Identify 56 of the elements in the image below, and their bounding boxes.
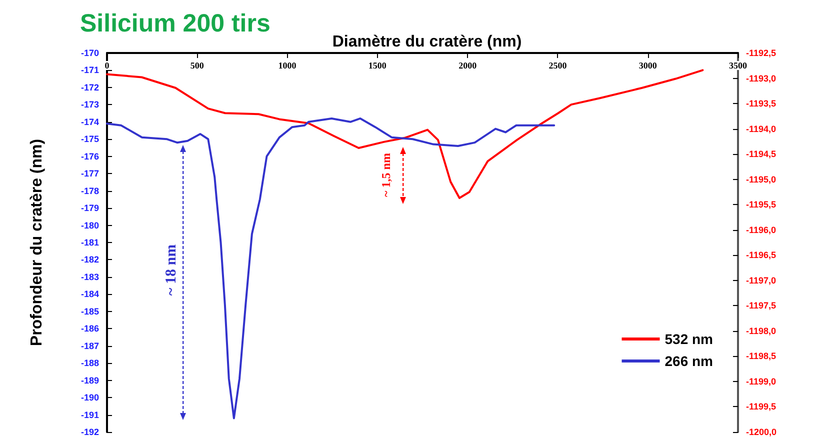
y-tick-label: -181: [80, 238, 99, 248]
x-tick-label: 3500: [729, 60, 748, 70]
y-tick-label: -176: [80, 151, 99, 162]
line-series: [106, 117, 556, 420]
y-tick-label: -190: [80, 392, 99, 403]
y2-tick-label: -1195,0: [746, 174, 776, 184]
y2-tick-label: -1200,0: [746, 427, 777, 437]
y-tick-label: -189: [80, 375, 99, 386]
y2-tick-label: -1199,5: [746, 402, 776, 412]
y-tick-label: -172: [80, 82, 99, 92]
y2-tick-label: -1197,0: [746, 275, 776, 286]
y2-tick-label: -1198,0: [746, 326, 776, 336]
x-tick-label: 3000: [638, 60, 658, 70]
y-tick-label: -185: [80, 306, 99, 316]
y-tick-label: -179: [80, 203, 99, 214]
y-tick-label: -171: [80, 65, 99, 76]
y-tick-label: -184: [80, 289, 99, 300]
x-tick-label: 500: [190, 60, 204, 70]
legend-label: 532 nm: [664, 331, 713, 347]
y-tick-label: -177: [80, 168, 99, 179]
y-tick-label: -191: [80, 410, 99, 420]
x-tick-label: 2500: [548, 60, 568, 70]
y2-tick-label: -1193,0: [746, 73, 776, 84]
y-tick-label: -180: [80, 220, 99, 230]
y2-tick-label: -1194,5: [746, 149, 776, 160]
x-tick-label: 0: [104, 60, 110, 70]
x-axis-title: Diamètre du cratère (nm): [332, 34, 522, 50]
x-tick-label: 1000: [278, 60, 297, 70]
x-tick-label: 2000: [458, 60, 478, 70]
line-series: [106, 69, 704, 200]
y2-tick-label: -1195,5: [746, 200, 776, 210]
y-tick-label: -188: [80, 358, 99, 368]
y-tick-label: -170: [80, 48, 99, 58]
y-tick-label: -173: [80, 100, 99, 110]
y-tick-label: -178: [80, 186, 99, 196]
y-tick-label: -192: [80, 427, 99, 437]
annotation: ~ 1,5 nm: [378, 153, 393, 197]
y-tick-label: -182: [80, 254, 99, 265]
y-tick-label: -187: [80, 340, 99, 351]
y2-tick-label: -1193,5: [746, 98, 776, 109]
y2-tick-label: -1192,5: [746, 48, 776, 58]
y-tick-label: -175: [80, 134, 99, 144]
chart-title: Silicium 200 tirs: [80, 10, 270, 38]
y2-tick-label: -1199,0: [746, 376, 776, 386]
y-axis-title: Profondeur du cratère (nm): [28, 138, 46, 346]
y2-tick-label: -1196,5: [746, 250, 776, 260]
legend-label: 266 nm: [664, 353, 713, 369]
y-tick-label: -183: [80, 272, 99, 282]
x-tick-label: 1500: [368, 60, 387, 70]
y2-tick-label: -1196,0: [746, 224, 776, 235]
y2-tick-label: -1197,5: [746, 300, 776, 311]
y2-tick-label: -1198,5: [746, 351, 776, 362]
annotation: ~ 18 nm: [163, 244, 180, 296]
y2-tick-label: -1194,0: [746, 124, 776, 134]
y-tick-label: -186: [80, 324, 99, 334]
y-tick-label: -174: [80, 116, 99, 127]
